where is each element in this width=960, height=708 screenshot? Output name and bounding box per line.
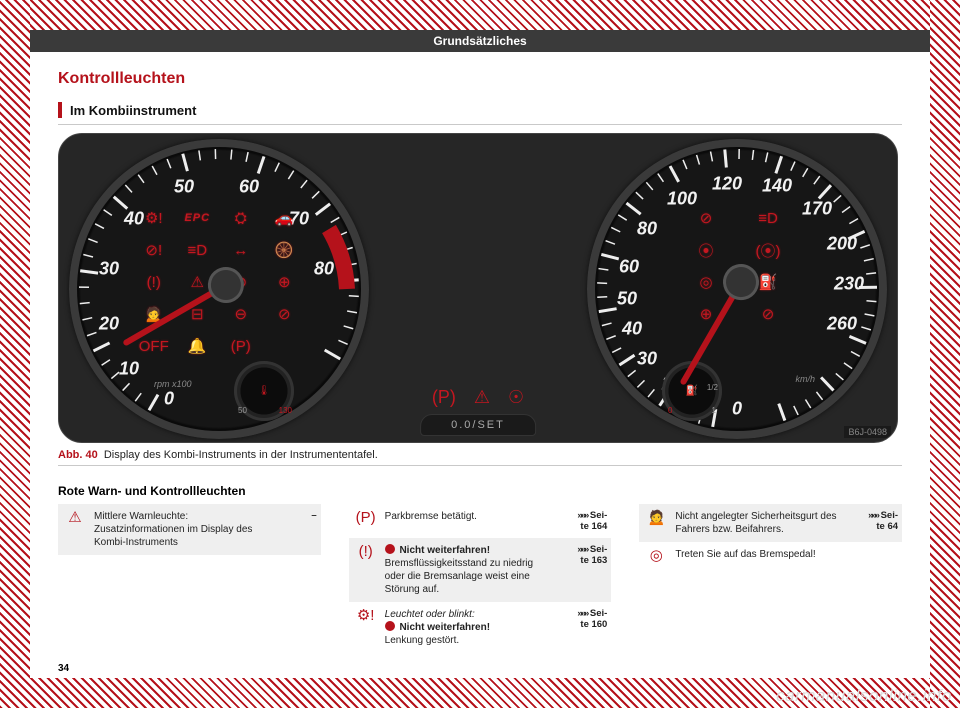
warning-icon: ☉	[508, 387, 524, 408]
entry-text: Parkbremse betätigt.	[385, 510, 554, 523]
gauge-numeral: 40	[124, 209, 144, 230]
divider	[58, 124, 902, 125]
temp-mini-gauge: 50 130 🌡	[234, 361, 294, 421]
gauge-numeral: 140	[762, 176, 792, 197]
warn-lights-columns: ⚠ Mittlere Warnleuchte: Zusatzinformation…	[30, 504, 930, 661]
entry-text: Mittlere Warnleuchte: Zusatzinformatione…	[94, 510, 263, 549]
entry-page-ref: –	[269, 510, 317, 521]
gauge-numeral: 20	[99, 314, 119, 335]
gauge-numeral: 120	[712, 174, 742, 195]
entry-icon: ⚙!	[353, 608, 379, 623]
entry-icon: 🙍	[643, 510, 669, 525]
gauge-numeral: 60	[619, 257, 639, 278]
subsection-title: Im Kombiinstrument	[70, 103, 196, 118]
entry-page-ref: »»» Sei-te 160	[559, 608, 607, 630]
entry-icon: (!)	[353, 544, 379, 559]
gauge-numeral: 70	[289, 209, 309, 230]
section-title: Kontrollleuchten	[30, 52, 930, 102]
entry-page-ref: »»» Sei-te 163	[559, 544, 607, 566]
gauge-numeral: 80	[314, 259, 334, 280]
figure-number: Abb. 40	[58, 449, 98, 461]
odometer-strip: 0.0/SET	[420, 414, 536, 436]
gauge-numeral: 50	[174, 177, 194, 198]
warn-entry: ⚙! Leuchtet oder blinkt: Nicht weiterfahr…	[349, 602, 612, 653]
instrument-cluster: 01020304050607080 ⚙!EPC⛭🚗⊘!≡D↔🛞(!)⚠⊘⊕🙍⊟⊖…	[58, 133, 898, 443]
page-content: Grundsätzliches Kontrollleuchten Im Komb…	[30, 30, 930, 678]
tachometer-gauge: 01020304050607080 ⚙!EPC⛭🚗⊘!≡D↔🛞(!)⚠⊘⊕🙍⊟⊖…	[69, 139, 369, 439]
gauge-numeral: 60	[239, 177, 259, 198]
gauge-numeral: 50	[617, 289, 637, 310]
entry-icon: (P)	[353, 510, 379, 525]
figure-id: B6J-0498	[844, 426, 891, 438]
warn-lights-title: Rote Warn- und Kontrollleuchten	[30, 474, 930, 504]
warn-entry: ◎ Treten Sie auf das Bremspedal!	[639, 542, 902, 569]
entry-text: Treten Sie auf das Bremspedal!	[675, 548, 844, 561]
warn-entry: ⚠ Mittlere Warnleuchte: Zusatzinformation…	[58, 504, 321, 555]
gauge-numeral: 230	[834, 274, 864, 295]
column: 🙍 Nicht angelegter Sicherheitsgurt des Fa…	[639, 504, 902, 653]
figure-caption: Abb. 40 Display des Kombi-Instruments in…	[30, 443, 930, 465]
warn-entry: (P) Parkbremse betätigt. »»» Sei-te 164	[349, 504, 612, 538]
entry-page-ref: »»» Sei-te 164	[559, 510, 607, 532]
warning-icon: (P)	[432, 387, 456, 408]
gauge-numeral: 100	[667, 189, 697, 210]
gauge-numeral: 10	[119, 359, 139, 380]
column: (P) Parkbremse betätigt. »»» Sei-te 164 (!)…	[349, 504, 612, 653]
gauge-numeral: 40	[622, 319, 642, 340]
gauge-numeral: 30	[99, 259, 119, 280]
cluster-figure: 01020304050607080 ⚙!EPC⛭🚗⊘!≡D↔🛞(!)⚠⊘⊕🙍⊟⊖…	[58, 133, 902, 443]
gauge-numeral: 170	[802, 199, 832, 220]
entry-icon: ⚠	[62, 510, 88, 525]
entry-text: Leuchtet oder blinkt: Nicht weiterfahren…	[385, 608, 554, 647]
watermark: carmanualsonline.info	[776, 686, 952, 706]
speedo-unit: km/h	[795, 374, 815, 384]
caption-text: Display des Kombi-Instruments in der Ins…	[104, 449, 378, 461]
warning-icon: ⚠	[474, 387, 490, 408]
column: ⚠ Mittlere Warnleuchte: Zusatzinformation…	[58, 504, 321, 653]
subsection-row: Im Kombiinstrument	[30, 102, 930, 124]
entry-text: Nicht weiterfahren!Bremsflüssigkeitsstan…	[385, 544, 554, 596]
gauge-numeral: 260	[827, 314, 857, 335]
gauge-numeral: 80	[637, 219, 657, 240]
gauge-numeral: 0	[164, 389, 174, 410]
page-number: 34	[58, 663, 69, 674]
red-accent-bar	[58, 102, 62, 118]
tach-unit: rpm x100	[154, 379, 192, 389]
entry-page-ref: »»» Sei-te 64	[850, 510, 898, 532]
center-bottom-icons: (P) ⚠ ☉	[432, 387, 524, 408]
warn-entry: 🙍 Nicht angelegter Sicherheitsgurt des Fa…	[639, 504, 902, 542]
page-header: Grundsätzliches	[30, 30, 930, 52]
gauge-numeral: 30	[637, 349, 657, 370]
entry-icon: ◎	[643, 548, 669, 563]
warn-entry: (!) Nicht weiterfahren!Bremsflüssigkeits…	[349, 538, 612, 602]
gauge-numeral: 0	[732, 399, 742, 420]
speedometer-gauge: 010203040506080100120140170200230260 ⊘≡D…	[587, 139, 887, 439]
entry-text: Nicht angelegter Sicherheitsgurt des Fah…	[675, 510, 844, 536]
divider	[58, 465, 902, 466]
gauge-numeral: 200	[827, 234, 857, 255]
